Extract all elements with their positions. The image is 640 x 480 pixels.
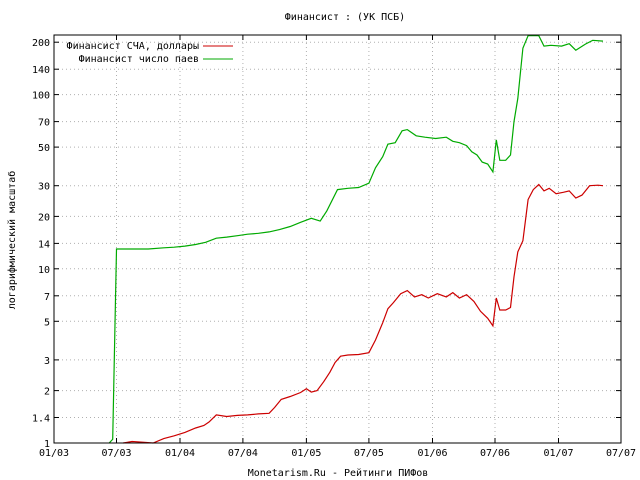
y-tick-label: 2 <box>44 387 50 398</box>
x-tick-label: 07/03 <box>101 448 131 459</box>
grid <box>53 35 622 444</box>
legend-label-0: Финансист СЧА, доллары <box>67 41 199 52</box>
y-tick-label: 50 <box>38 143 50 154</box>
y-tick-label: 200 <box>32 38 50 49</box>
y-tick-label: 20 <box>38 212 50 223</box>
x-axis-label: Monetarism.Ru - Рейтинги ПИФов <box>248 467 429 479</box>
chart-title: Финансист : (УК ПСБ) <box>285 12 405 23</box>
x-tick-label: 01/04 <box>165 448 195 459</box>
x-tick-label: 01/06 <box>417 448 447 459</box>
x-tick-label: 07/06 <box>480 448 510 459</box>
x-tick-label: 07/04 <box>228 448 258 459</box>
y-tick-label: 3 <box>44 356 50 367</box>
y-axis-label: логарифмический масштаб <box>6 171 18 309</box>
legend: Финансист СЧА, доллары Финансист число п… <box>67 41 233 65</box>
y-tick-label: 70 <box>38 118 50 129</box>
x-tick-label: 07/05 <box>354 448 384 459</box>
series-line-0 <box>123 183 604 444</box>
y-tick-label: 100 <box>32 91 50 102</box>
x-tick-label: 01/03 <box>39 448 69 459</box>
x-tick-label: 07/07 <box>606 448 636 459</box>
plot-frame <box>53 34 622 444</box>
ticks-group: 1 1.4 2 3 5 7 10 14 20 30 50 70 100 140 200 01/03 07/03 0… <box>32 35 636 459</box>
x-tick-label: 01/05 <box>291 448 321 459</box>
x-tick-label: 01/07 <box>543 448 573 459</box>
y-tick-label: 140 <box>32 65 50 76</box>
legend-label-1: Финансист число паев <box>79 54 199 65</box>
y-tick-label: 14 <box>38 239 50 250</box>
y-tick-label: 30 <box>38 182 50 193</box>
y-tick-label: 5 <box>44 317 50 328</box>
series-line-1 <box>108 35 604 444</box>
series-group <box>108 35 604 444</box>
y-tick-label: 1 <box>44 439 50 450</box>
y-tick-label: 10 <box>38 265 50 276</box>
y-tick-label: 1.4 <box>32 414 50 425</box>
y-tick-label: 7 <box>44 292 50 303</box>
